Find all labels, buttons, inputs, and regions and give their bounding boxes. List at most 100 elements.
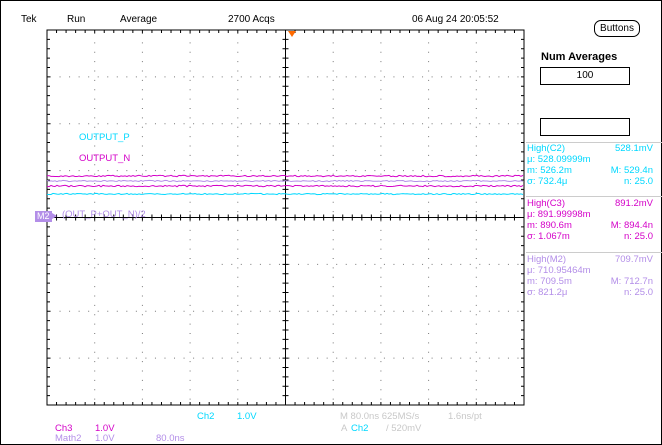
num-averages-field[interactable]: 100 xyxy=(540,67,630,85)
grid-dot xyxy=(231,263,233,265)
grid-dot xyxy=(135,170,137,172)
grid-dot xyxy=(141,258,143,259)
grid-dot xyxy=(154,263,156,265)
grid-dot xyxy=(332,248,334,250)
grid-dot xyxy=(59,76,61,78)
grid-dot xyxy=(94,51,96,53)
math-trace xyxy=(46,179,524,183)
grid-dot xyxy=(475,351,477,353)
grid-dot xyxy=(154,123,156,125)
grid-dot xyxy=(475,145,477,147)
grid-dot xyxy=(355,310,357,312)
sample-interval: 1.6ns/pt xyxy=(448,411,482,422)
grid-dot xyxy=(428,398,430,400)
num-averages-title: Num Averages xyxy=(541,51,618,63)
grid-dot xyxy=(488,263,490,265)
grid-dot xyxy=(469,263,471,265)
grid-dot xyxy=(507,123,509,125)
grid-dot xyxy=(355,76,357,78)
grid-dot xyxy=(164,310,166,312)
grid-dot xyxy=(141,276,143,278)
grid-dot xyxy=(326,263,328,265)
grid-dot xyxy=(428,370,430,372)
grid-dot xyxy=(332,33,334,34)
trigger-level: / 520mV xyxy=(386,423,422,434)
measurement-high-c3[interactable]: High(C3) 891.2mV μ: 891.99998m m: 890.6m M… xyxy=(527,198,653,242)
grid-dot xyxy=(332,323,334,325)
grid-dot xyxy=(69,310,71,312)
grid-dot xyxy=(317,263,319,265)
grid-dot xyxy=(441,357,443,359)
grid-dot xyxy=(428,351,430,353)
grid-dot xyxy=(69,357,71,359)
grid-dot xyxy=(59,170,61,172)
grid-dot xyxy=(141,145,143,147)
math-channel-marker[interactable]: M2 xyxy=(35,211,52,222)
grid-dot xyxy=(332,361,334,363)
grid-dot xyxy=(78,263,80,265)
grid-dot xyxy=(326,123,328,125)
grid-dot xyxy=(332,42,334,44)
grid-dot xyxy=(422,123,424,125)
grid-dot xyxy=(174,76,176,78)
grid-dot xyxy=(154,76,156,78)
grid-dot xyxy=(141,248,143,250)
grid-dot xyxy=(50,170,51,172)
grid-dot xyxy=(141,89,143,91)
grid-dot xyxy=(141,389,143,391)
grid-dot xyxy=(380,323,382,325)
grid-dot xyxy=(393,263,395,265)
grid-dot xyxy=(475,276,477,278)
grid-dot xyxy=(475,201,477,203)
grid-dot xyxy=(380,304,382,306)
grid-dot xyxy=(250,76,252,78)
grid-dot xyxy=(380,286,382,288)
grid-dot xyxy=(237,370,239,372)
grid-dot xyxy=(237,136,239,138)
grid-dot xyxy=(189,239,191,241)
grid-dot xyxy=(380,314,382,316)
grid-dot xyxy=(332,286,334,288)
grid-dot xyxy=(141,136,143,138)
grid-dot xyxy=(498,357,500,359)
grid-dot xyxy=(237,192,239,194)
grid-dot xyxy=(189,276,191,278)
grid-dot xyxy=(193,76,195,78)
grid-dot xyxy=(141,267,143,269)
output-p-trace xyxy=(46,192,524,196)
grid-dot xyxy=(59,123,61,125)
grid-dot xyxy=(237,145,239,147)
grid-dot xyxy=(94,154,96,156)
buttons-button[interactable]: Buttons xyxy=(594,20,640,37)
grid-dot xyxy=(383,263,385,265)
empty-softkey-field[interactable] xyxy=(540,118,630,136)
grid-dot xyxy=(237,389,239,391)
grid-dot xyxy=(88,170,90,172)
grid-dot xyxy=(231,76,233,78)
grid-dot xyxy=(488,310,490,312)
grid-dot xyxy=(393,170,395,172)
grid-dot xyxy=(422,76,424,78)
grid-dot xyxy=(94,117,96,119)
grid-dot xyxy=(428,295,430,297)
grid-dot xyxy=(59,357,61,359)
measurement-high-m2[interactable]: High(M2) 709.7mV μ: 710.95464m m: 709.5m M… xyxy=(527,254,653,298)
measurement-high-c2[interactable]: High(C2) 528.1mV μ: 528.09999m m: 526.2m M… xyxy=(527,143,653,187)
grid-dot xyxy=(380,51,382,53)
grid-dot xyxy=(141,351,143,353)
grid-dot xyxy=(317,76,319,78)
grid-dot xyxy=(428,276,430,278)
grid-dot xyxy=(475,192,477,194)
grid-dot xyxy=(189,173,191,175)
grid-dot xyxy=(475,98,477,100)
grid-dot xyxy=(135,263,137,265)
grid-dot xyxy=(332,70,334,72)
grid-dot xyxy=(374,357,376,359)
grid-dot xyxy=(94,379,96,381)
grid-dot xyxy=(278,310,280,312)
grid-dot xyxy=(383,310,385,312)
grid-dot xyxy=(380,220,382,222)
grid-dot xyxy=(164,76,166,78)
grid-dot xyxy=(212,263,214,265)
grid-dot xyxy=(94,61,96,63)
